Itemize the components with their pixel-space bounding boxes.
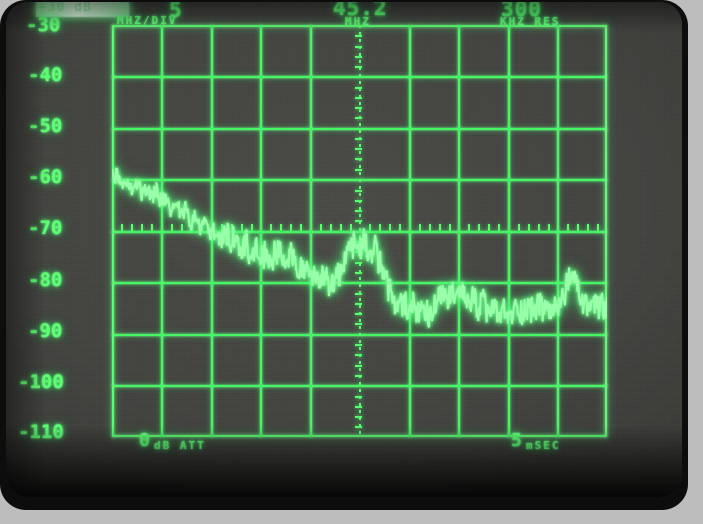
grid-line-v-3 [260,25,262,437]
resolution-bandwidth-unit: KHZ RES [500,15,560,28]
resolution-bandwidth-value: 300 [501,2,542,21]
ytick-label-5: -80 [28,269,62,291]
graticule [112,25,607,437]
center-frequency-unit: MHZ [345,15,371,28]
ytick-label-1: -40 [28,64,62,86]
ytick-label-7: -100 [18,371,64,393]
crt-screen: -30 dB 5 MHZ/DIV 45.2 MHZ 300 KHZ RES -3… [6,2,682,497]
center-frequency-value: 45.2 [333,2,388,20]
grid-line-v-5-center [359,25,361,437]
phosphor-grain [6,2,682,497]
grid-line-v-9 [557,25,559,437]
vignette-left [6,2,46,497]
reference-level-readout: -30 dB [36,2,129,17]
ytick-label-3: -60 [28,166,62,188]
grid-line-v-8 [508,25,510,437]
spectrum-trace [112,166,607,329]
span-per-div-label: MHZ/DIV [117,14,177,27]
grid-line-v-1 [161,25,163,437]
grid-line-v-10 [605,25,607,437]
grid-line-v-0 [112,25,114,437]
span-per-div-value: 5 [169,2,183,22]
vignette-top [6,2,682,32]
ytick-label-6: -90 [28,320,62,342]
grid-line-v-4 [310,25,312,437]
ytick-label-0: -30 [26,14,60,36]
grid-line-v-6 [409,25,411,437]
ytick-label-4: -70 [28,217,62,239]
reference-level-value: -30 dB [39,2,92,15]
vignette-bottom [6,425,682,497]
ytick-label-2: -50 [28,115,62,137]
crt-bezel: -30 dB 5 MHZ/DIV 45.2 MHZ 300 KHZ RES -3… [0,0,688,510]
grid-line-v-7 [458,25,460,437]
